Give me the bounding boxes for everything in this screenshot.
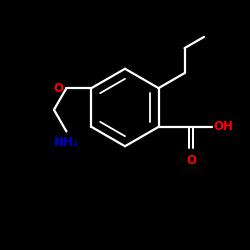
- Text: O: O: [54, 82, 64, 94]
- Text: NH₂: NH₂: [54, 136, 79, 149]
- Text: OH: OH: [214, 120, 234, 134]
- Text: O: O: [186, 154, 196, 168]
